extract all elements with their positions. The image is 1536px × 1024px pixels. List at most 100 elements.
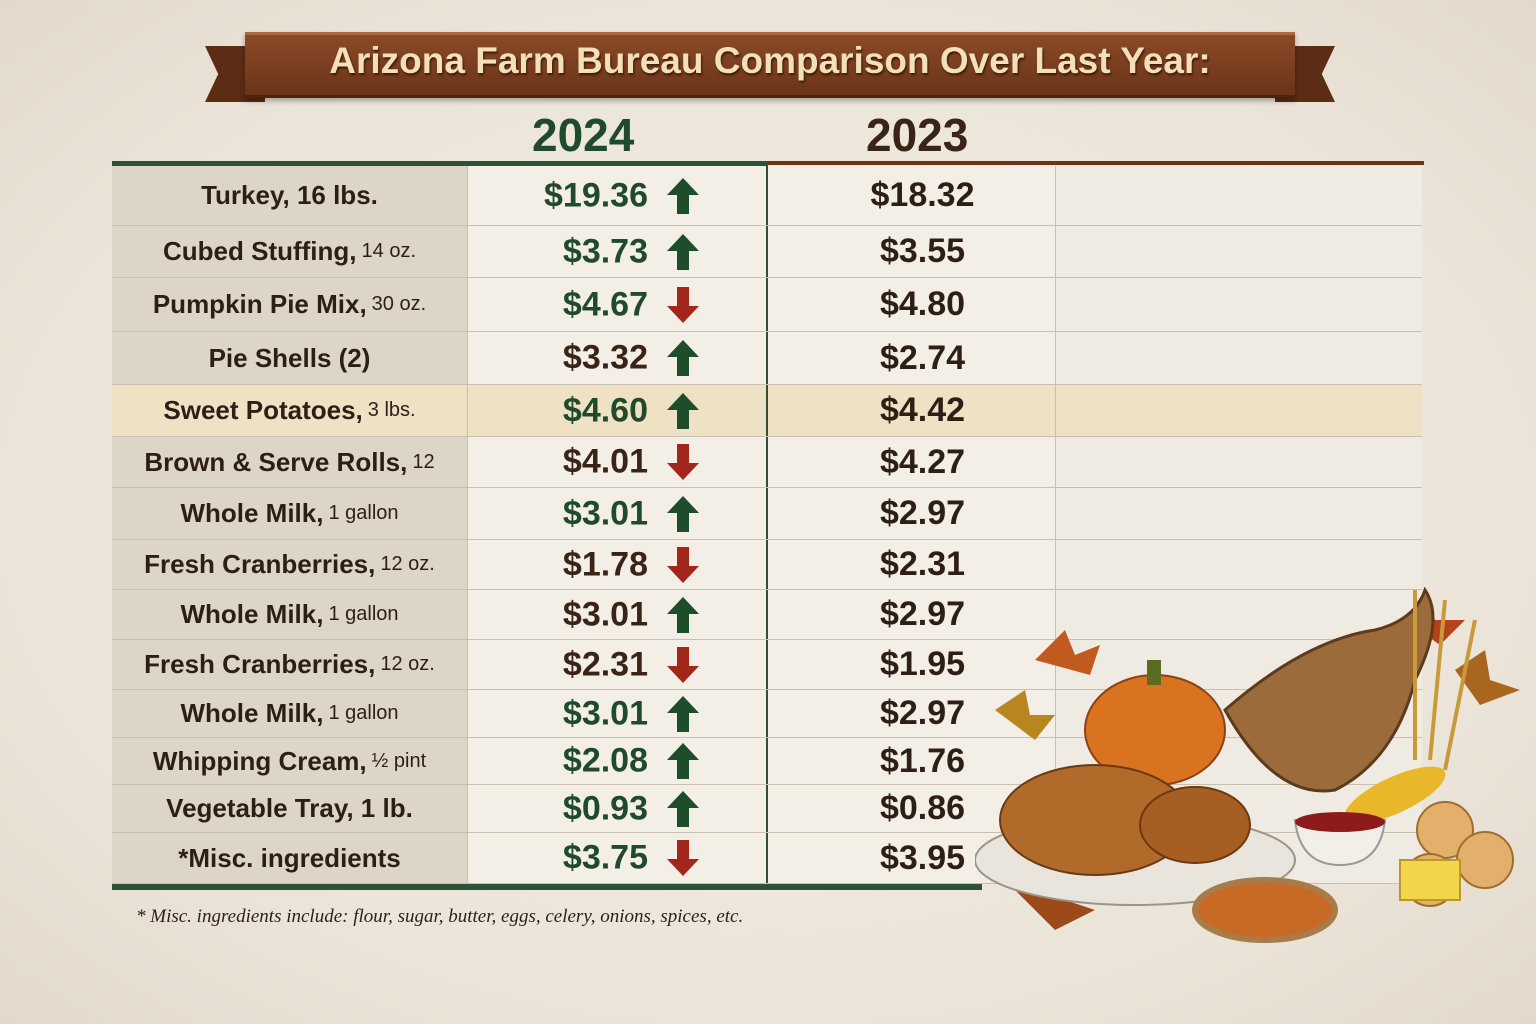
price-2024-cell: $4.60	[468, 385, 768, 436]
empty-cell	[1056, 332, 1422, 384]
item-name: Cubed Stuffing,	[163, 236, 357, 266]
price-2024: $4.60	[562, 391, 648, 429]
item-unit: 1 gallon	[328, 603, 399, 625]
wheat	[1413, 590, 1477, 771]
title-banner: Arizona Farm Bureau Comparison Over Last…	[205, 32, 1335, 104]
empty-cell	[1056, 385, 1422, 436]
price-2024: $19.36	[544, 176, 648, 214]
item-name: Sweet Potatoes,	[163, 395, 363, 425]
item-label: Fresh Cranberries, 12 oz.	[112, 640, 468, 689]
price-2023: $4.80	[768, 278, 1056, 331]
item-unit: 30 oz.	[371, 293, 427, 315]
price-2023: $3.55	[768, 226, 1056, 277]
empty-cell	[1056, 166, 1422, 225]
item-name: Whipping Cream,	[152, 745, 367, 776]
table-row: Fresh Cranberries, 12 oz. $2.31 $1.95	[112, 640, 1422, 690]
item-unit: 1 gallon	[328, 502, 399, 524]
price-2024: $0.93	[562, 789, 648, 827]
footnote: * Misc. ingredients include: flour, suga…	[136, 906, 744, 927]
item-name: Pumpkin Pie Mix,	[152, 289, 367, 319]
price-2024-cell: $2.31	[468, 640, 768, 689]
header-rule-brown	[768, 161, 1424, 165]
price-2023: $2.97	[768, 590, 1056, 639]
arrow-up-icon	[667, 340, 699, 376]
corn	[1344, 766, 1446, 824]
item-name: Brown & Serve Rolls,	[144, 446, 408, 477]
item-name: *Misc. ingredients	[178, 842, 401, 873]
item-unit: 3 lbs.	[367, 399, 416, 421]
header-rule-green	[112, 161, 768, 166]
price-2024: $3.01	[562, 494, 648, 532]
price-2024-cell: $19.36	[468, 166, 768, 225]
table-row: Whole Milk, 1 gallon $3.01 $2.97	[112, 488, 1422, 540]
table-row: Cubed Stuffing, 14 oz. $3.73 $3.55	[112, 226, 1422, 278]
horn-of-plenty	[1223, 586, 1435, 793]
arrow-down-icon	[667, 444, 699, 480]
price-2024-cell: $1.78	[468, 540, 768, 589]
price-2023: $2.31	[768, 540, 1056, 589]
empty-cell	[1056, 540, 1422, 589]
item-label: Whole Milk, 1 gallon	[112, 488, 468, 539]
pumpkin-pie	[1192, 877, 1338, 943]
arrow-up-icon	[667, 695, 699, 732]
item-label: Whole Milk, 1 gallon	[112, 590, 468, 639]
arrow-down-icon	[667, 286, 699, 323]
item-label: Whole Milk, 1 gallon	[112, 690, 468, 737]
item-label: Cubed Stuffing, 14 oz.	[112, 226, 468, 277]
column-header-2024: 2024	[532, 109, 635, 161]
price-2024: $3.01	[562, 694, 648, 732]
table-row: Whole Milk, 1 gallon $3.01 $2.97	[112, 690, 1422, 738]
price-2024: $4.67	[562, 285, 648, 323]
table-row: Whole Milk, 1 gallon $3.01 $2.97	[112, 590, 1422, 640]
price-2024: $2.08	[562, 741, 648, 780]
item-name: Vegetable Tray, 1 lb.	[166, 793, 413, 823]
price-2023: $4.42	[768, 385, 1056, 436]
price-2024-cell: $3.01	[468, 590, 768, 639]
cornucopia-illustration	[975, 586, 1520, 943]
price-2023: $1.95	[768, 640, 1056, 689]
arrow-up-icon	[667, 743, 699, 779]
item-name: Pie Shells (2)	[208, 342, 371, 373]
price-2024-cell: $3.01	[468, 488, 768, 539]
item-name: Whole Milk,	[180, 599, 324, 629]
arrow-up-icon	[667, 392, 699, 429]
arrow-down-icon	[667, 840, 699, 876]
arrow-up-icon	[667, 495, 699, 532]
price-2024-cell: $3.01	[468, 690, 768, 737]
price-2024-cell: $3.75	[468, 833, 768, 883]
item-label: Brown & Serve Rolls, 12	[112, 437, 468, 487]
price-2024-cell: $0.93	[468, 785, 768, 832]
price-2024: $3.73	[562, 232, 648, 270]
empty-cell	[1056, 437, 1422, 487]
price-2024-cell: $4.67	[468, 278, 768, 331]
item-name: Turkey, 16 lbs.	[201, 180, 378, 210]
empty-cell	[1056, 226, 1422, 277]
item-unit: 1 gallon	[328, 702, 399, 724]
price-2023: $1.76	[768, 738, 1056, 784]
item-label: *Misc. ingredients	[112, 833, 468, 883]
item-unit: 12 oz.	[380, 553, 435, 575]
ribbon	[245, 32, 1295, 98]
price-2024: $4.01	[562, 442, 648, 481]
item-unit: 14 oz.	[361, 240, 416, 262]
item-unit: 12 oz.	[380, 653, 435, 675]
butter	[1399, 859, 1461, 901]
arrow-up-icon	[667, 233, 699, 270]
arrow-down-icon	[667, 646, 699, 683]
price-2024-cell: $3.32	[468, 332, 768, 384]
table-row: Pie Shells (2) $3.32 $2.74	[112, 332, 1422, 385]
item-label: Fresh Cranberries, 12 oz.	[112, 540, 468, 589]
item-label: Vegetable Tray, 1 lb.	[112, 785, 468, 832]
price-2024-cell: $3.73	[468, 226, 768, 277]
item-label: Whipping Cream, ½ pint	[112, 738, 468, 784]
price-2023: $18.32	[768, 166, 1056, 225]
price-2023: $4.27	[768, 437, 1056, 487]
price-2023: $2.74	[768, 332, 1056, 384]
empty-cell	[1056, 488, 1422, 539]
item-name: Whole Milk,	[180, 698, 324, 728]
item-label: Turkey, 16 lbs.	[112, 166, 468, 225]
table-row: Turkey, 16 lbs. $19.36 $18.32	[112, 166, 1422, 226]
price-2024: $2.31	[562, 645, 648, 683]
price-2024: $3.01	[562, 595, 648, 633]
price-2024: $1.78	[562, 545, 648, 583]
